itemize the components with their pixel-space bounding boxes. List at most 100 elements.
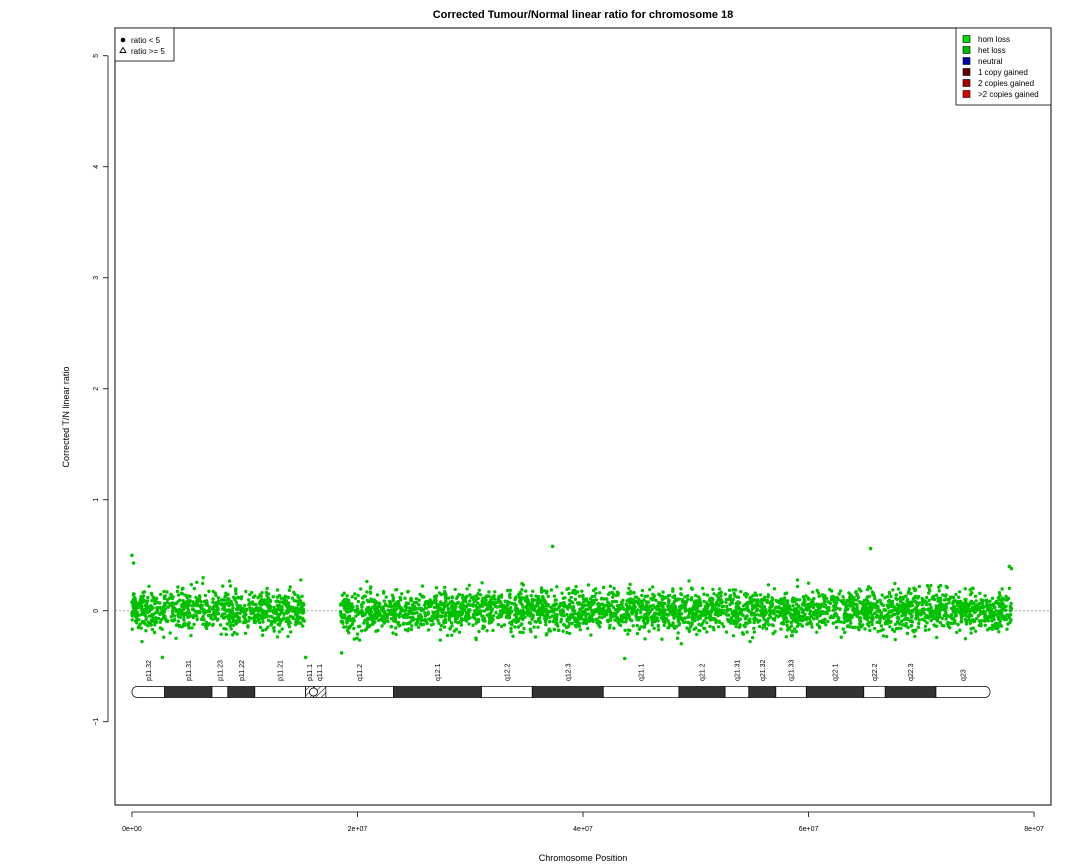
data-point — [365, 621, 370, 625]
data-point — [296, 603, 300, 607]
data-point — [275, 635, 280, 639]
data-point — [872, 602, 876, 606]
data-point — [917, 621, 921, 626]
data-point — [277, 630, 282, 634]
data-point — [925, 595, 929, 600]
data-point — [235, 632, 239, 636]
data-point — [410, 618, 415, 622]
ideogram-band — [884, 686, 937, 698]
data-point — [690, 615, 694, 620]
data-point — [267, 604, 271, 608]
data-point — [689, 598, 693, 602]
data-point — [445, 604, 449, 608]
data-point — [282, 612, 286, 616]
data-point — [697, 629, 702, 633]
data-point — [259, 594, 263, 598]
data-point — [908, 600, 912, 604]
data-point — [433, 616, 437, 620]
ideogram-band-label: p11.23 — [217, 660, 224, 681]
data-point — [839, 599, 844, 604]
data-point — [434, 594, 439, 598]
data-point — [910, 608, 914, 613]
data-point — [342, 625, 346, 629]
data-point — [301, 607, 306, 611]
data-point — [443, 611, 448, 615]
data-point — [386, 619, 390, 624]
data-point — [794, 630, 798, 634]
data-point — [562, 623, 566, 627]
data-point — [382, 609, 387, 614]
data-point — [881, 634, 886, 638]
data-point — [286, 622, 291, 626]
data-point — [394, 588, 398, 592]
data-point — [844, 603, 848, 607]
data-point — [762, 623, 766, 627]
data-point — [573, 592, 578, 596]
data-point — [560, 591, 564, 595]
data-point — [353, 596, 358, 600]
data-point — [997, 611, 1001, 616]
data-point — [621, 620, 625, 624]
data-point — [488, 598, 493, 602]
data-point — [952, 600, 956, 604]
data-point — [608, 623, 612, 627]
y-tick-label: 2 — [93, 387, 100, 391]
data-point — [207, 589, 211, 593]
data-point — [968, 612, 972, 616]
data-point — [406, 629, 410, 633]
data-point — [270, 615, 274, 619]
data-point — [477, 629, 481, 634]
data-point — [966, 609, 970, 613]
data-point — [497, 596, 501, 601]
data-point — [717, 619, 721, 623]
data-point — [200, 603, 204, 607]
data-point — [195, 617, 199, 622]
data-point — [362, 621, 366, 625]
data-point — [902, 613, 907, 617]
data-point — [214, 593, 218, 598]
data-point — [765, 619, 770, 624]
data-point — [232, 615, 236, 619]
data-point — [710, 610, 714, 614]
data-point — [640, 599, 644, 604]
data-point — [663, 608, 667, 612]
data-point — [137, 613, 141, 617]
data-point — [143, 613, 147, 617]
data-point — [901, 623, 905, 627]
data-point — [212, 608, 217, 612]
data-point — [485, 606, 490, 610]
data-point — [552, 607, 556, 611]
x-tick-label: 6e+07 — [799, 826, 819, 833]
data-point — [631, 624, 635, 628]
data-point — [146, 605, 150, 609]
data-point — [963, 637, 968, 641]
data-point — [990, 612, 995, 617]
data-point — [923, 624, 928, 628]
data-point — [805, 603, 810, 607]
data-point — [917, 618, 921, 622]
data-point — [856, 612, 860, 616]
data-point — [279, 596, 283, 600]
data-point — [565, 630, 569, 635]
ideogram-band — [227, 686, 256, 698]
data-point — [130, 553, 134, 558]
data-point — [1008, 609, 1013, 613]
data-point — [666, 604, 670, 609]
data-point — [139, 626, 143, 630]
data-point — [538, 613, 542, 617]
data-point — [450, 633, 454, 637]
data-point — [380, 624, 384, 628]
data-point — [353, 592, 357, 596]
data-point — [878, 615, 883, 620]
data-point — [839, 635, 843, 639]
data-point — [580, 603, 584, 607]
data-point — [722, 624, 726, 629]
data-point — [554, 622, 558, 626]
data-point — [418, 622, 423, 626]
data-point — [282, 616, 286, 621]
data-point — [651, 615, 656, 619]
data-point — [944, 611, 948, 616]
data-point — [404, 601, 408, 605]
data-point — [663, 620, 667, 625]
